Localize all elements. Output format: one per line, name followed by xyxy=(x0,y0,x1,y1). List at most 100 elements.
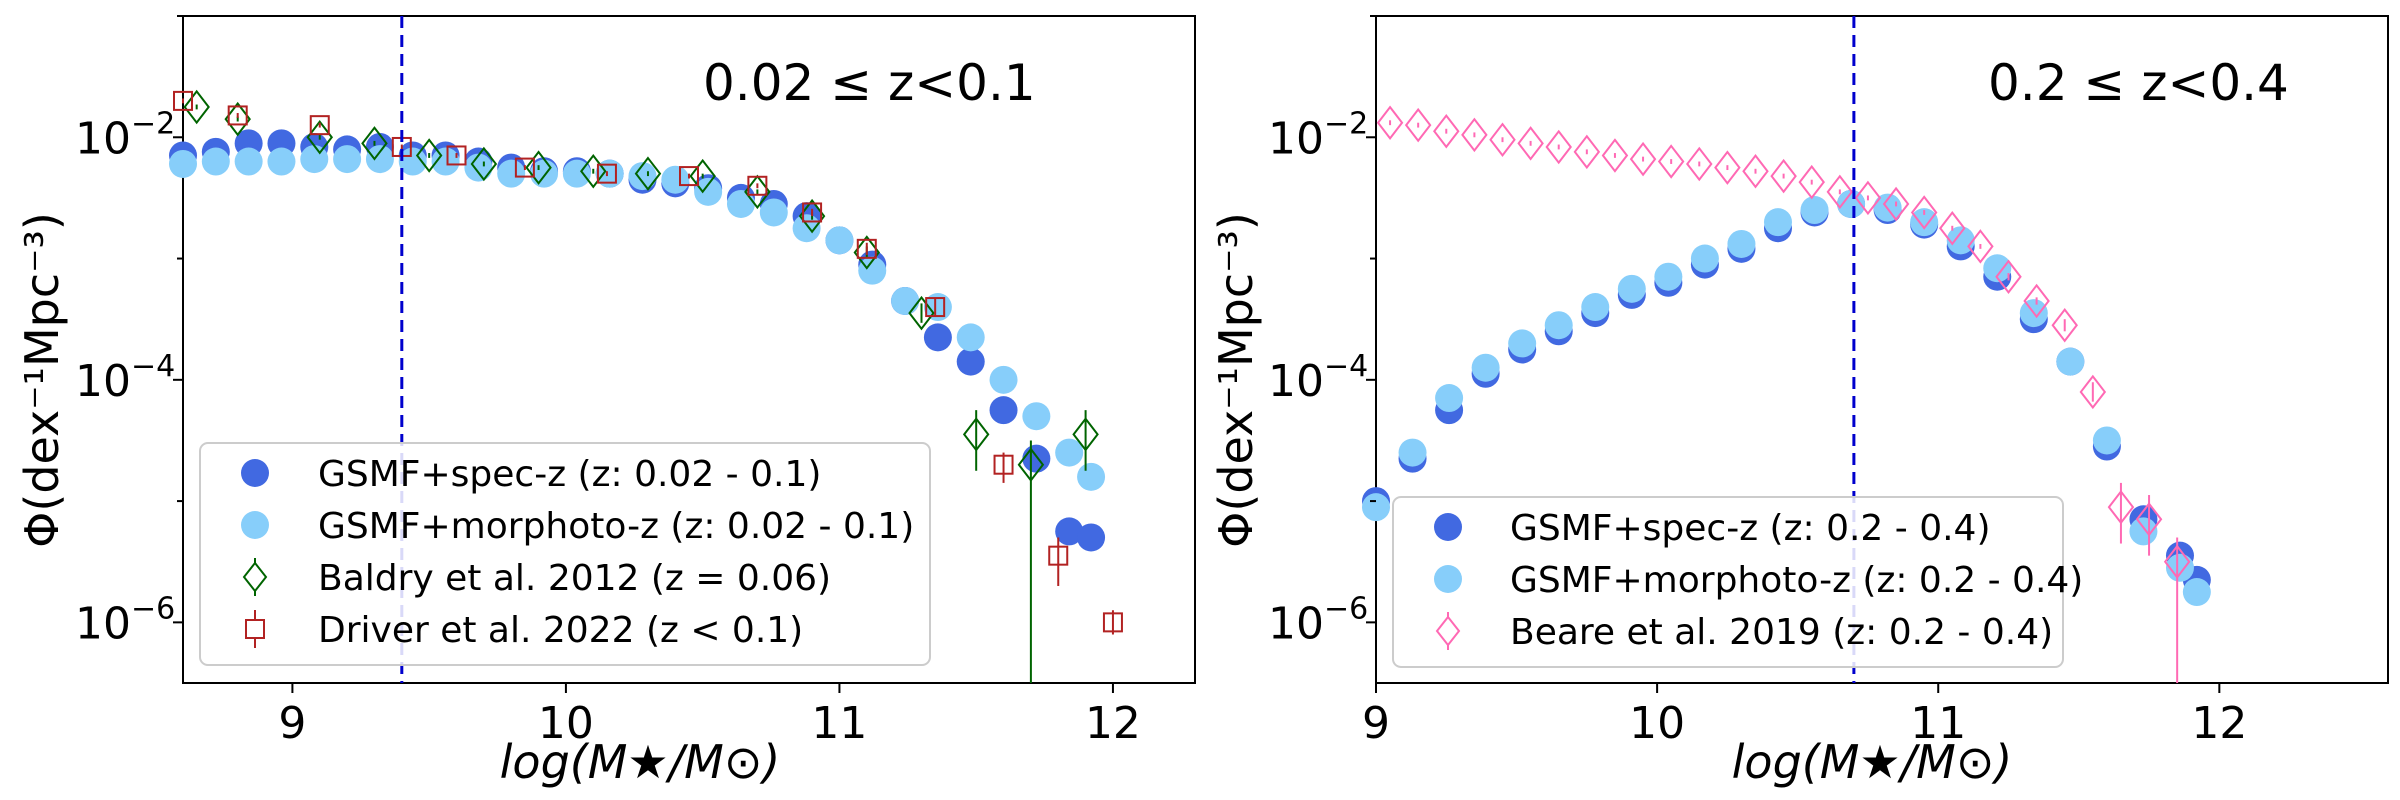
gsmf-morphoto-z-z-0-2-0-4-point xyxy=(1508,329,1537,358)
legend-label-baldry: Baldry et al. 2012 (z = 0.06) xyxy=(318,558,831,599)
driver-et-al-2022-z-0-1-point xyxy=(173,90,193,111)
y-tick-label: 10−6 xyxy=(1268,591,1368,649)
gsmf-morphoto-z-z-0-02-0-1-point xyxy=(497,159,526,188)
beare-et-al-2019-z-0-2-0-4-point xyxy=(1798,164,1825,200)
gsmf-morphoto-z-z-0-2-0-4-point xyxy=(1983,254,2012,283)
legend-marker-morphoto-z xyxy=(241,511,269,539)
panel-left: 9 10 11 12 10−2 10−4 10−6 0.02 ≤ z<0.1 log(M★/… xyxy=(15,15,1196,789)
y-tick-label: 10−4 xyxy=(75,349,175,407)
gsmf-morphoto-z-z-0-2-0-4-point xyxy=(1690,244,1719,273)
gsmf-morphoto-z-z-0-02-0-1-point xyxy=(267,147,296,176)
gsmf-morphoto-z-z-0-02-0-1-point xyxy=(956,323,985,352)
legend-marker-morphoto-z xyxy=(1434,565,1462,593)
gsmf-morphoto-z-z-0-2-0-4-point xyxy=(1544,311,1573,340)
beare-et-al-2019-z-0-2-0-4-point xyxy=(1545,129,1572,165)
beare-et-al-2019-z-0-2-0-4-point xyxy=(1601,138,1629,173)
beare-et-al-2019-z-0-2-0-4-point xyxy=(1404,107,1432,143)
y-axis-label: Φ(dex⁻¹Mpc⁻³) xyxy=(1209,212,1263,548)
gsmf-morphoto-z-z-0-02-0-1-point xyxy=(792,214,821,243)
driver-et-al-2022-z-0-1-point xyxy=(309,115,330,136)
beare-et-al-2019-z-0-2-0-4-point xyxy=(1433,113,1460,149)
beare-et-al-2019-z-0-2-0-4-point xyxy=(1742,153,1769,189)
gsmf-spec-z-z-0-02-0-1-point xyxy=(1077,523,1106,552)
y-tick-label: 10−4 xyxy=(1268,349,1368,407)
legend-label-beare: Beare et al. 2019 (z: 0.2 - 0.4) xyxy=(1510,612,2053,653)
gsmf-morphoto-z-z-0-02-0-1-point xyxy=(398,147,427,176)
beare-et-al-2019-z-0-2-0-4-point xyxy=(2163,544,2191,579)
baldry-et-al-2012-z-0-06-point xyxy=(580,153,607,189)
gsmf-morphoto-z-z-0-02-0-1-point xyxy=(1022,402,1051,431)
gsmf-morphoto-z-z-0-2-0-4-point xyxy=(1398,438,1427,467)
gsmf-morphoto-z-z-0-02-0-1-point xyxy=(694,177,723,206)
gsmf-morphoto-z-z-0-02-0-1-point xyxy=(989,365,1018,394)
x-tick-label: 12 xyxy=(1085,698,1141,749)
panel-right: 9 10 11 12 10−2 10−4 10−6 0.2 ≤ z<0.4 log(M★/M… xyxy=(1209,15,2389,789)
driver-et-al-2022-z-0-1-point xyxy=(925,297,946,318)
legend: GSMF+spec-z (z: 0.02 - 0.1) GSMF+morphot… xyxy=(199,442,931,666)
beare-et-al-2019-z-0-2-0-4-point xyxy=(2135,502,2163,537)
gsmf-spec-z-z-0-02-0-1-point xyxy=(1055,517,1084,546)
gsmf-morphoto-z-z-0-2-0-4-point xyxy=(2092,426,2121,455)
gsmf-spec-z-z-0-02-0-1-point xyxy=(956,347,985,376)
gsmf-morphoto-z-z-0-2-0-4-point xyxy=(1910,208,1939,237)
legend-label-spec-z: GSMF+spec-z (z: 0.2 - 0.4) xyxy=(1510,508,1991,549)
gsmf-morphoto-z-z-0-2-0-4-point xyxy=(1654,262,1683,291)
gsmf-morphoto-z-z-0-2-0-4-point xyxy=(1946,226,1975,255)
beare-et-al-2019-z-0-2-0-4-point xyxy=(1995,259,2022,294)
beare-et-al-2019-z-0-2-0-4-point xyxy=(1826,174,1854,210)
baldry-et-al-2012-z-0-06-point xyxy=(962,417,990,452)
legend-box xyxy=(199,442,931,666)
gsmf-morphoto-z-z-0-2-0-4-point xyxy=(2129,517,2158,546)
gsmf-morphoto-z-z-0-2-0-4-point xyxy=(2182,578,2211,607)
legend-marker-spec-z xyxy=(241,459,269,487)
gsmf-morphoto-z-z-0-02-0-1-point xyxy=(726,189,755,218)
legend-marker-driver xyxy=(245,619,265,639)
driver-et-al-2022-z-0-1-point xyxy=(856,238,877,259)
baldry-et-al-2012-z-0-06-point xyxy=(361,126,388,161)
gsmf-morphoto-z-z-0-02-0-1-point xyxy=(1077,462,1106,491)
x-tick-label: 9 xyxy=(1362,698,1390,749)
gsmf-morphoto-z-z-0-2-0-4-point xyxy=(2165,553,2194,582)
driver-et-al-2022-z-0-1-point xyxy=(596,163,617,184)
plot-frame xyxy=(182,15,1196,684)
gsmf-morphoto-z-z-0-02-0-1-point xyxy=(1055,438,1084,467)
driver-et-al-2022-z-0-1-point xyxy=(802,202,823,223)
gsmf-morphoto-z-z-0-2-0-4-point xyxy=(1362,493,1390,522)
beare-et-al-2019-z-0-2-0-4-point xyxy=(1686,146,1713,182)
baldry-et-al-2012-z-0-06-point xyxy=(470,146,498,182)
beare-et-al-2019-z-0-2-0-4-point xyxy=(1939,210,1966,246)
gsmf-morphoto-z-z-0-02-0-1-point xyxy=(169,149,197,178)
x-axis-label: log(M★/M⊙) xyxy=(1732,735,2013,789)
gsmf-spec-z-z-0-02-0-1-point xyxy=(923,323,952,352)
gsmf-morphoto-z-z-0-02-0-1-point xyxy=(759,198,788,227)
beare-et-al-2019-z-0-2-0-4-point xyxy=(2079,374,2107,410)
legend-label-morphoto-z: GSMF+morphoto-z (z: 0.02 - 0.1) xyxy=(318,506,914,547)
gsmf-morphoto-z-z-0-02-0-1-point xyxy=(201,147,230,176)
gsmf-morphoto-z-z-0-02-0-1-point xyxy=(628,162,657,191)
gsmf-morphoto-z-z-0-02-0-1-point xyxy=(661,165,690,194)
baldry-et-al-2012-z-0-06-point xyxy=(415,138,443,173)
x-axis-label: log(M★/M⊙) xyxy=(500,735,781,789)
gsmf-morphoto-z-z-0-2-0-4-point xyxy=(1617,274,1646,303)
legend: GSMF+spec-z (z: 0.2 - 0.4) GSMF+morphoto… xyxy=(1392,496,2083,668)
gsmf-morphoto-z-z-0-2-0-4-point xyxy=(1471,353,1500,382)
redshift-annotation: 0.02 ≤ z<0.1 xyxy=(703,54,1036,112)
driver-et-al-2022-z-0-1-point xyxy=(993,454,1014,475)
x-tick-label: 10 xyxy=(538,698,594,749)
gsmf-morphoto-z-z-0-2-0-4-point xyxy=(1800,196,1829,225)
beare-et-al-2019-z-0-2-0-4-point xyxy=(1573,134,1601,170)
legend-marker-beare xyxy=(1435,615,1461,647)
beare-et-al-2019-z-0-2-0-4-point xyxy=(1854,180,1882,216)
baldry-et-al-2012-z-0-06-point xyxy=(1017,447,1045,482)
beare-et-al-2019-z-0-2-0-4-point xyxy=(2023,283,2050,319)
driver-et-al-2022-z-0-1-point xyxy=(1102,612,1123,633)
beare-et-al-2019-z-0-2-0-4-point xyxy=(2051,308,2078,343)
driver-et-al-2022-z-0-1-point xyxy=(679,166,699,187)
gsmf-morphoto-z-z-0-2-0-4-point xyxy=(2056,347,2085,376)
baldry-et-al-2012-z-0-06-point xyxy=(689,158,716,194)
x-tick-label: 11 xyxy=(811,698,867,749)
driver-et-al-2022-z-0-1-point xyxy=(227,105,248,126)
beare-et-al-2019-z-0-2-0-4-point xyxy=(1770,158,1797,194)
gsmf-morphoto-z-z-0-02-0-1-point xyxy=(464,153,493,182)
beare-et-al-2019-z-0-2-0-4-point xyxy=(1489,122,1516,157)
